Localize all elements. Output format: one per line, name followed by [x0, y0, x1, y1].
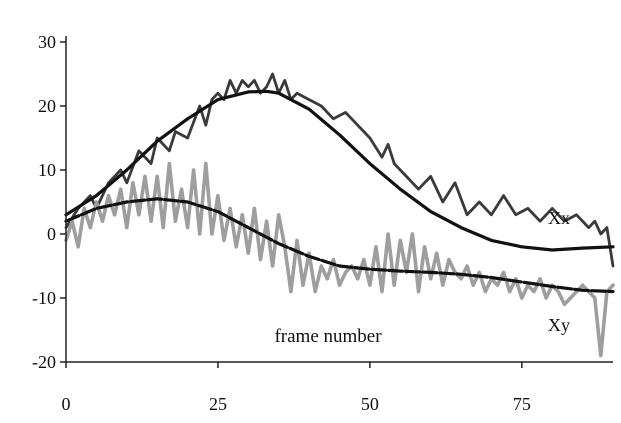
- axes: 30 20 10 0 -10 -20 0 25 50 75: [32, 32, 613, 414]
- y-tick-label: 30: [38, 32, 56, 52]
- legend-label-xx: Xx: [548, 208, 570, 228]
- y-tick-label: -20: [32, 352, 56, 372]
- y-tick-label: 20: [38, 96, 56, 116]
- legend-label-xy: Xy: [548, 315, 570, 335]
- x-tick-label: 0: [62, 394, 71, 414]
- y-tick-label: 0: [47, 224, 56, 244]
- series-xx-fit: [64, 89, 615, 252]
- x-tick-label: 25: [209, 394, 227, 414]
- y-tick-label: 10: [38, 160, 56, 180]
- x-tick-label: 50: [361, 394, 379, 414]
- labels: frame number Xx Xy: [274, 208, 570, 347]
- plot-lines: [64, 72, 615, 358]
- x-axis-label: frame number: [274, 326, 382, 347]
- x-tick-label: 75: [513, 394, 531, 414]
- series-xx-noisy: [64, 72, 615, 268]
- series-xy-noisy: [64, 161, 615, 358]
- y-tick-label: -10: [32, 288, 56, 308]
- series-xy-fit: [64, 197, 615, 294]
